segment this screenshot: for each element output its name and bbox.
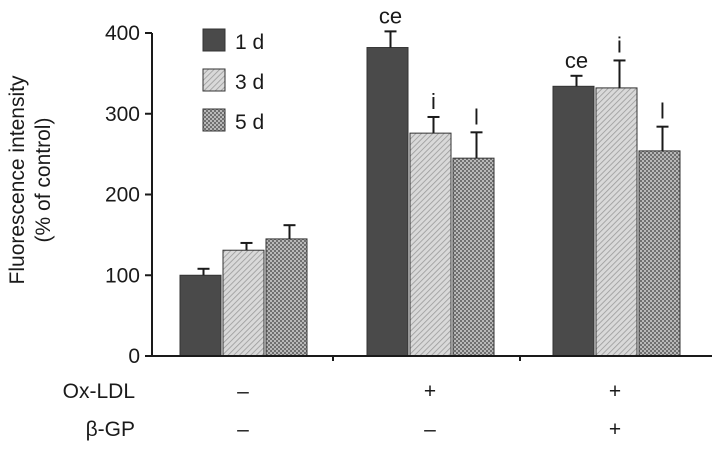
y-axis: 0 100 200 300 400 [105,22,152,368]
y-tick-label: 300 [105,103,140,126]
y-tick-label: 0 [128,345,140,368]
bars-group: ce i l ce i l [179,3,681,357]
treatment-value: – [424,418,436,441]
y-tick-label: 100 [105,264,140,287]
legend-swatch-3 [202,108,226,132]
legend-swatch-1 [202,28,226,52]
legend: 1 d 3 d 5 d [202,28,264,134]
bar-1 [179,274,222,357]
bar-1 [552,85,595,357]
legend-swatch-2 [202,68,226,92]
treatment-row-label: β-GP [86,418,135,441]
legend-label: 5 d [235,111,264,134]
significance-label: l [474,104,479,129]
treatment-row-label: Ox-LDL [63,380,135,403]
y-tick-label: 200 [105,184,140,207]
axes-lines [151,33,712,361]
treatment-value: + [609,380,621,403]
treatment-table: Ox-LDL – + + β-GP – – + [63,380,621,441]
bar-3 [452,157,495,357]
bar-2 [595,87,638,357]
y-axis-label-line1: Fluorescence intensity [6,75,29,284]
y-axis-title: Fluorescence intensity (% of control) [6,75,55,284]
significance-label: i [431,89,436,114]
bar-3 [265,238,308,357]
y-axis-label-line2: (% of control) [32,118,55,243]
bar-3 [638,150,681,357]
significance-label: i [617,32,622,57]
significance-label: ce [565,48,588,73]
significance-label: ce [379,3,402,28]
treatment-value: + [424,380,436,403]
legend-label: 3 d [235,71,264,94]
significance-label: l [660,99,665,124]
y-tick-label: 400 [105,22,140,45]
treatment-value: – [237,418,249,441]
treatment-value: + [609,418,621,441]
bar-2 [409,132,452,357]
treatment-value: – [237,380,249,403]
bar-2 [222,249,265,357]
bar-1 [366,47,409,357]
legend-label: 1 d [235,31,264,54]
